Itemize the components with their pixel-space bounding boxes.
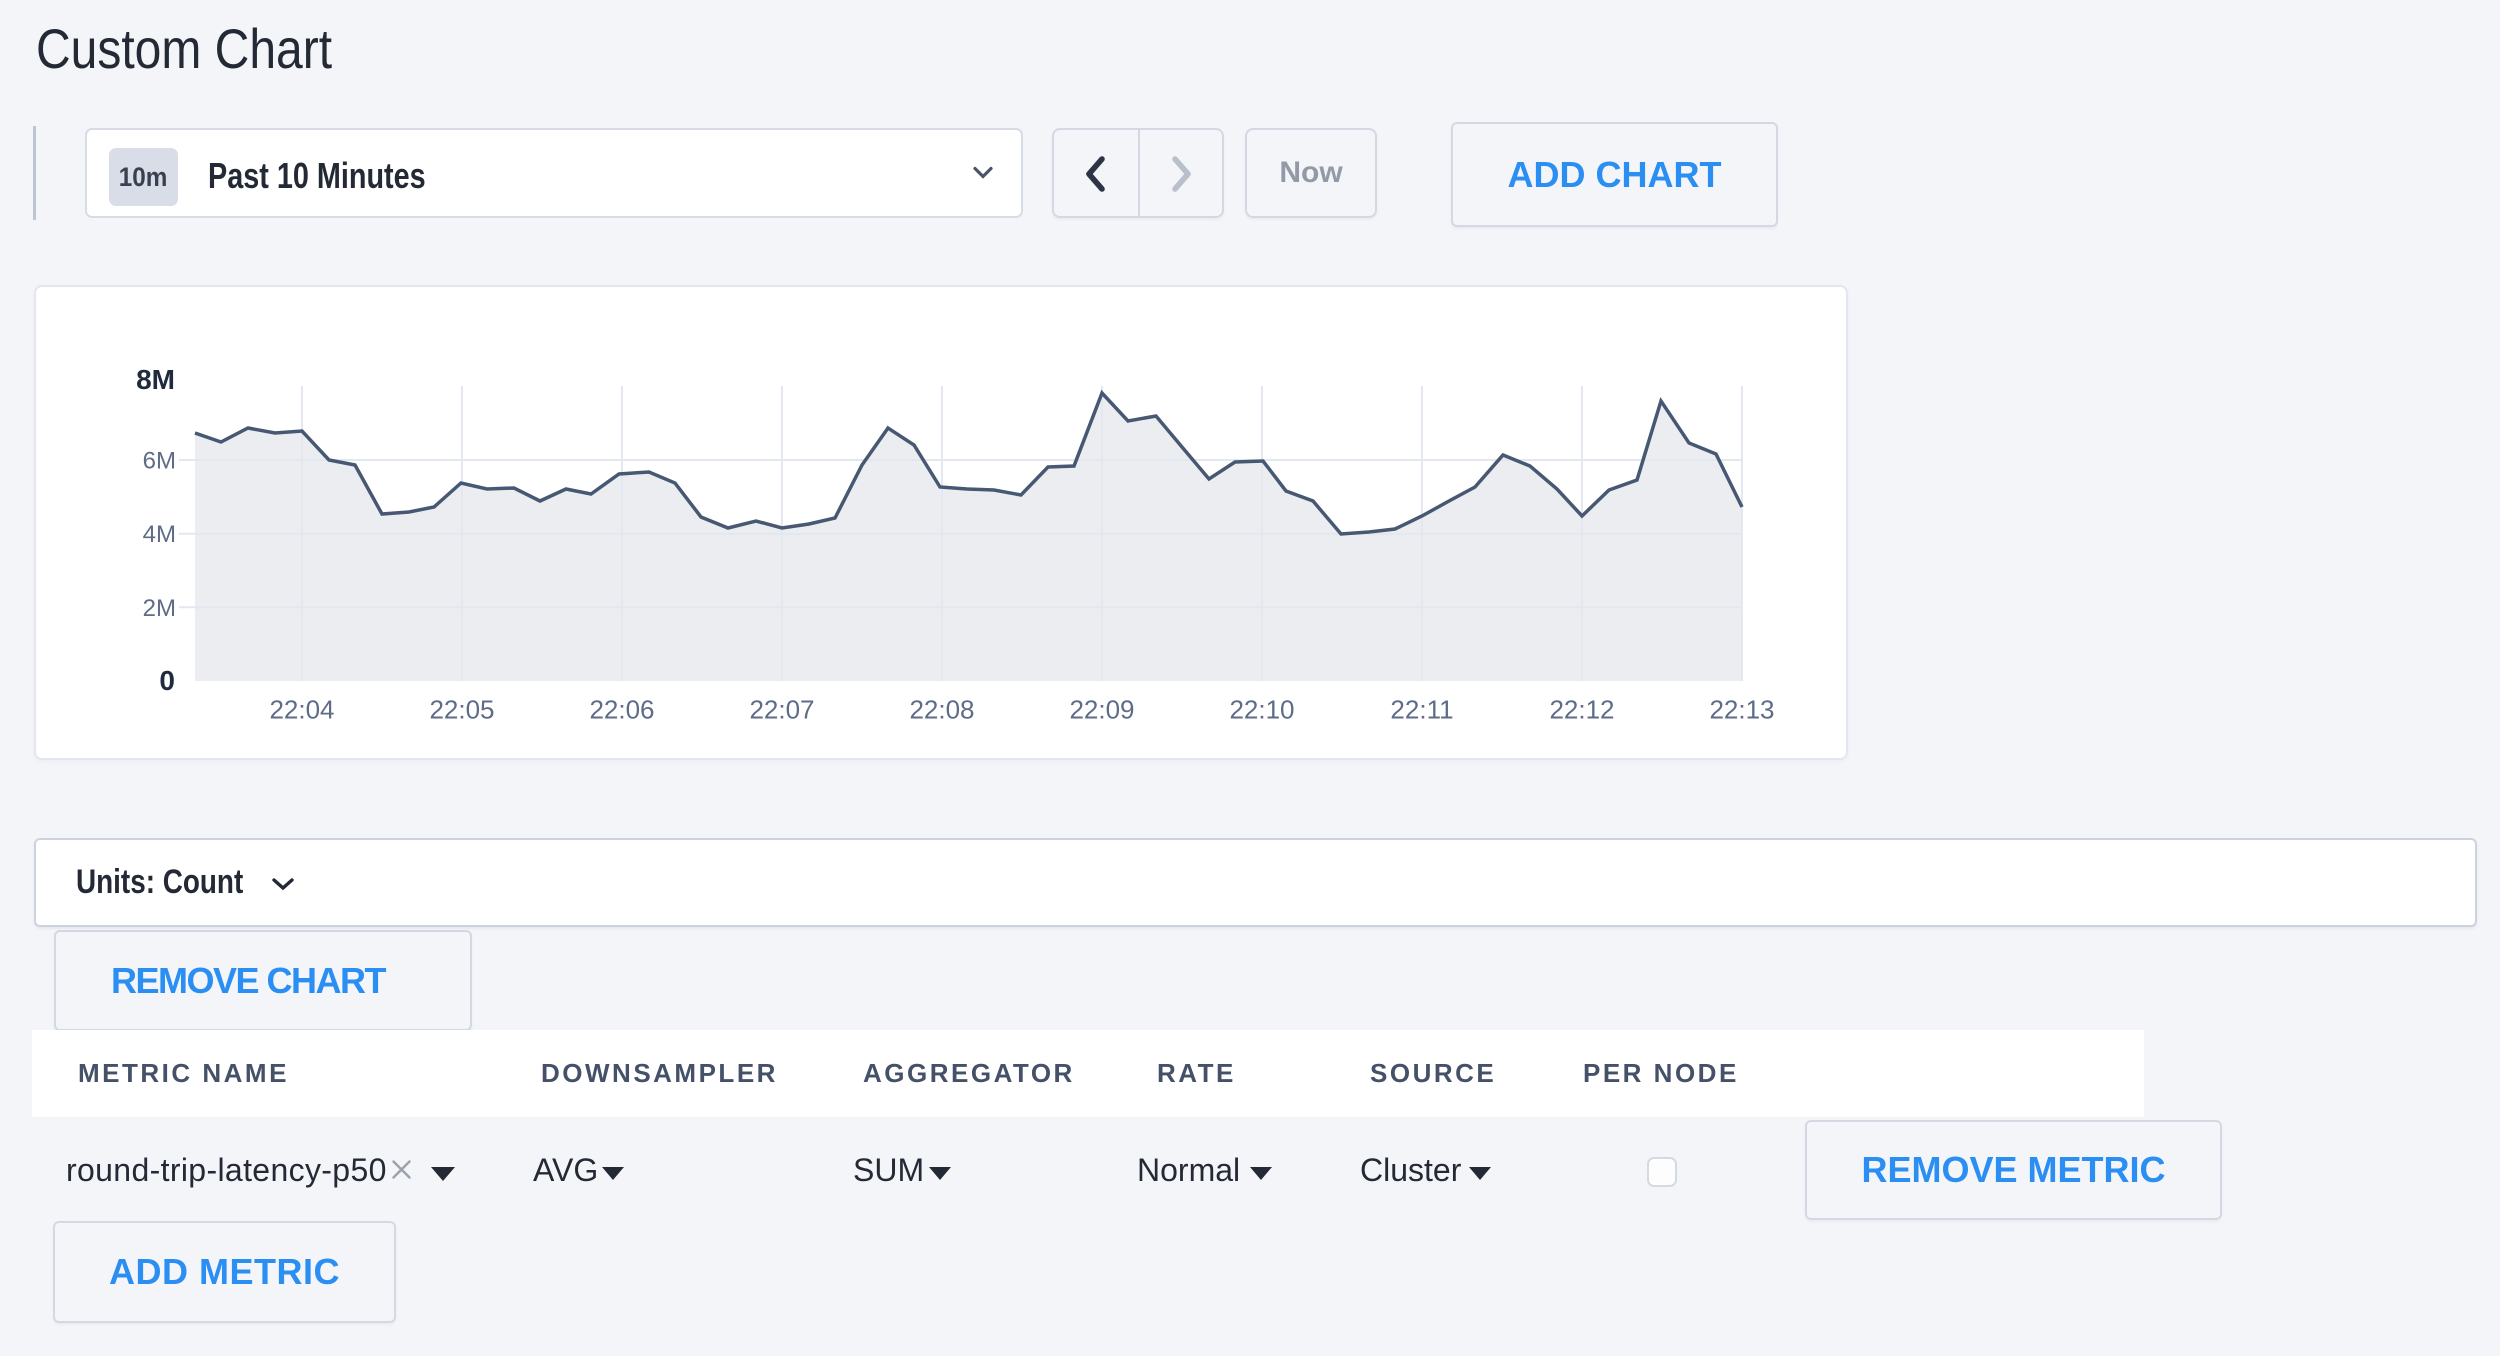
svg-text:6M: 6M [143,447,176,474]
svg-text:22:10: 22:10 [1229,695,1294,725]
svg-text:0: 0 [159,665,175,696]
svg-text:22:07: 22:07 [749,695,814,725]
svg-text:22:05: 22:05 [429,695,494,725]
svg-text:22:06: 22:06 [589,695,654,725]
svg-text:22:13: 22:13 [1709,695,1774,725]
svg-text:22:09: 22:09 [1069,695,1134,725]
svg-text:22:11: 22:11 [1390,695,1453,725]
svg-text:22:12: 22:12 [1549,695,1614,725]
svg-text:8M: 8M [136,364,175,395]
svg-text:4M: 4M [143,521,176,548]
svg-text:22:04: 22:04 [269,695,334,725]
svg-text:2M: 2M [143,595,176,622]
svg-text:22:08: 22:08 [909,695,974,725]
